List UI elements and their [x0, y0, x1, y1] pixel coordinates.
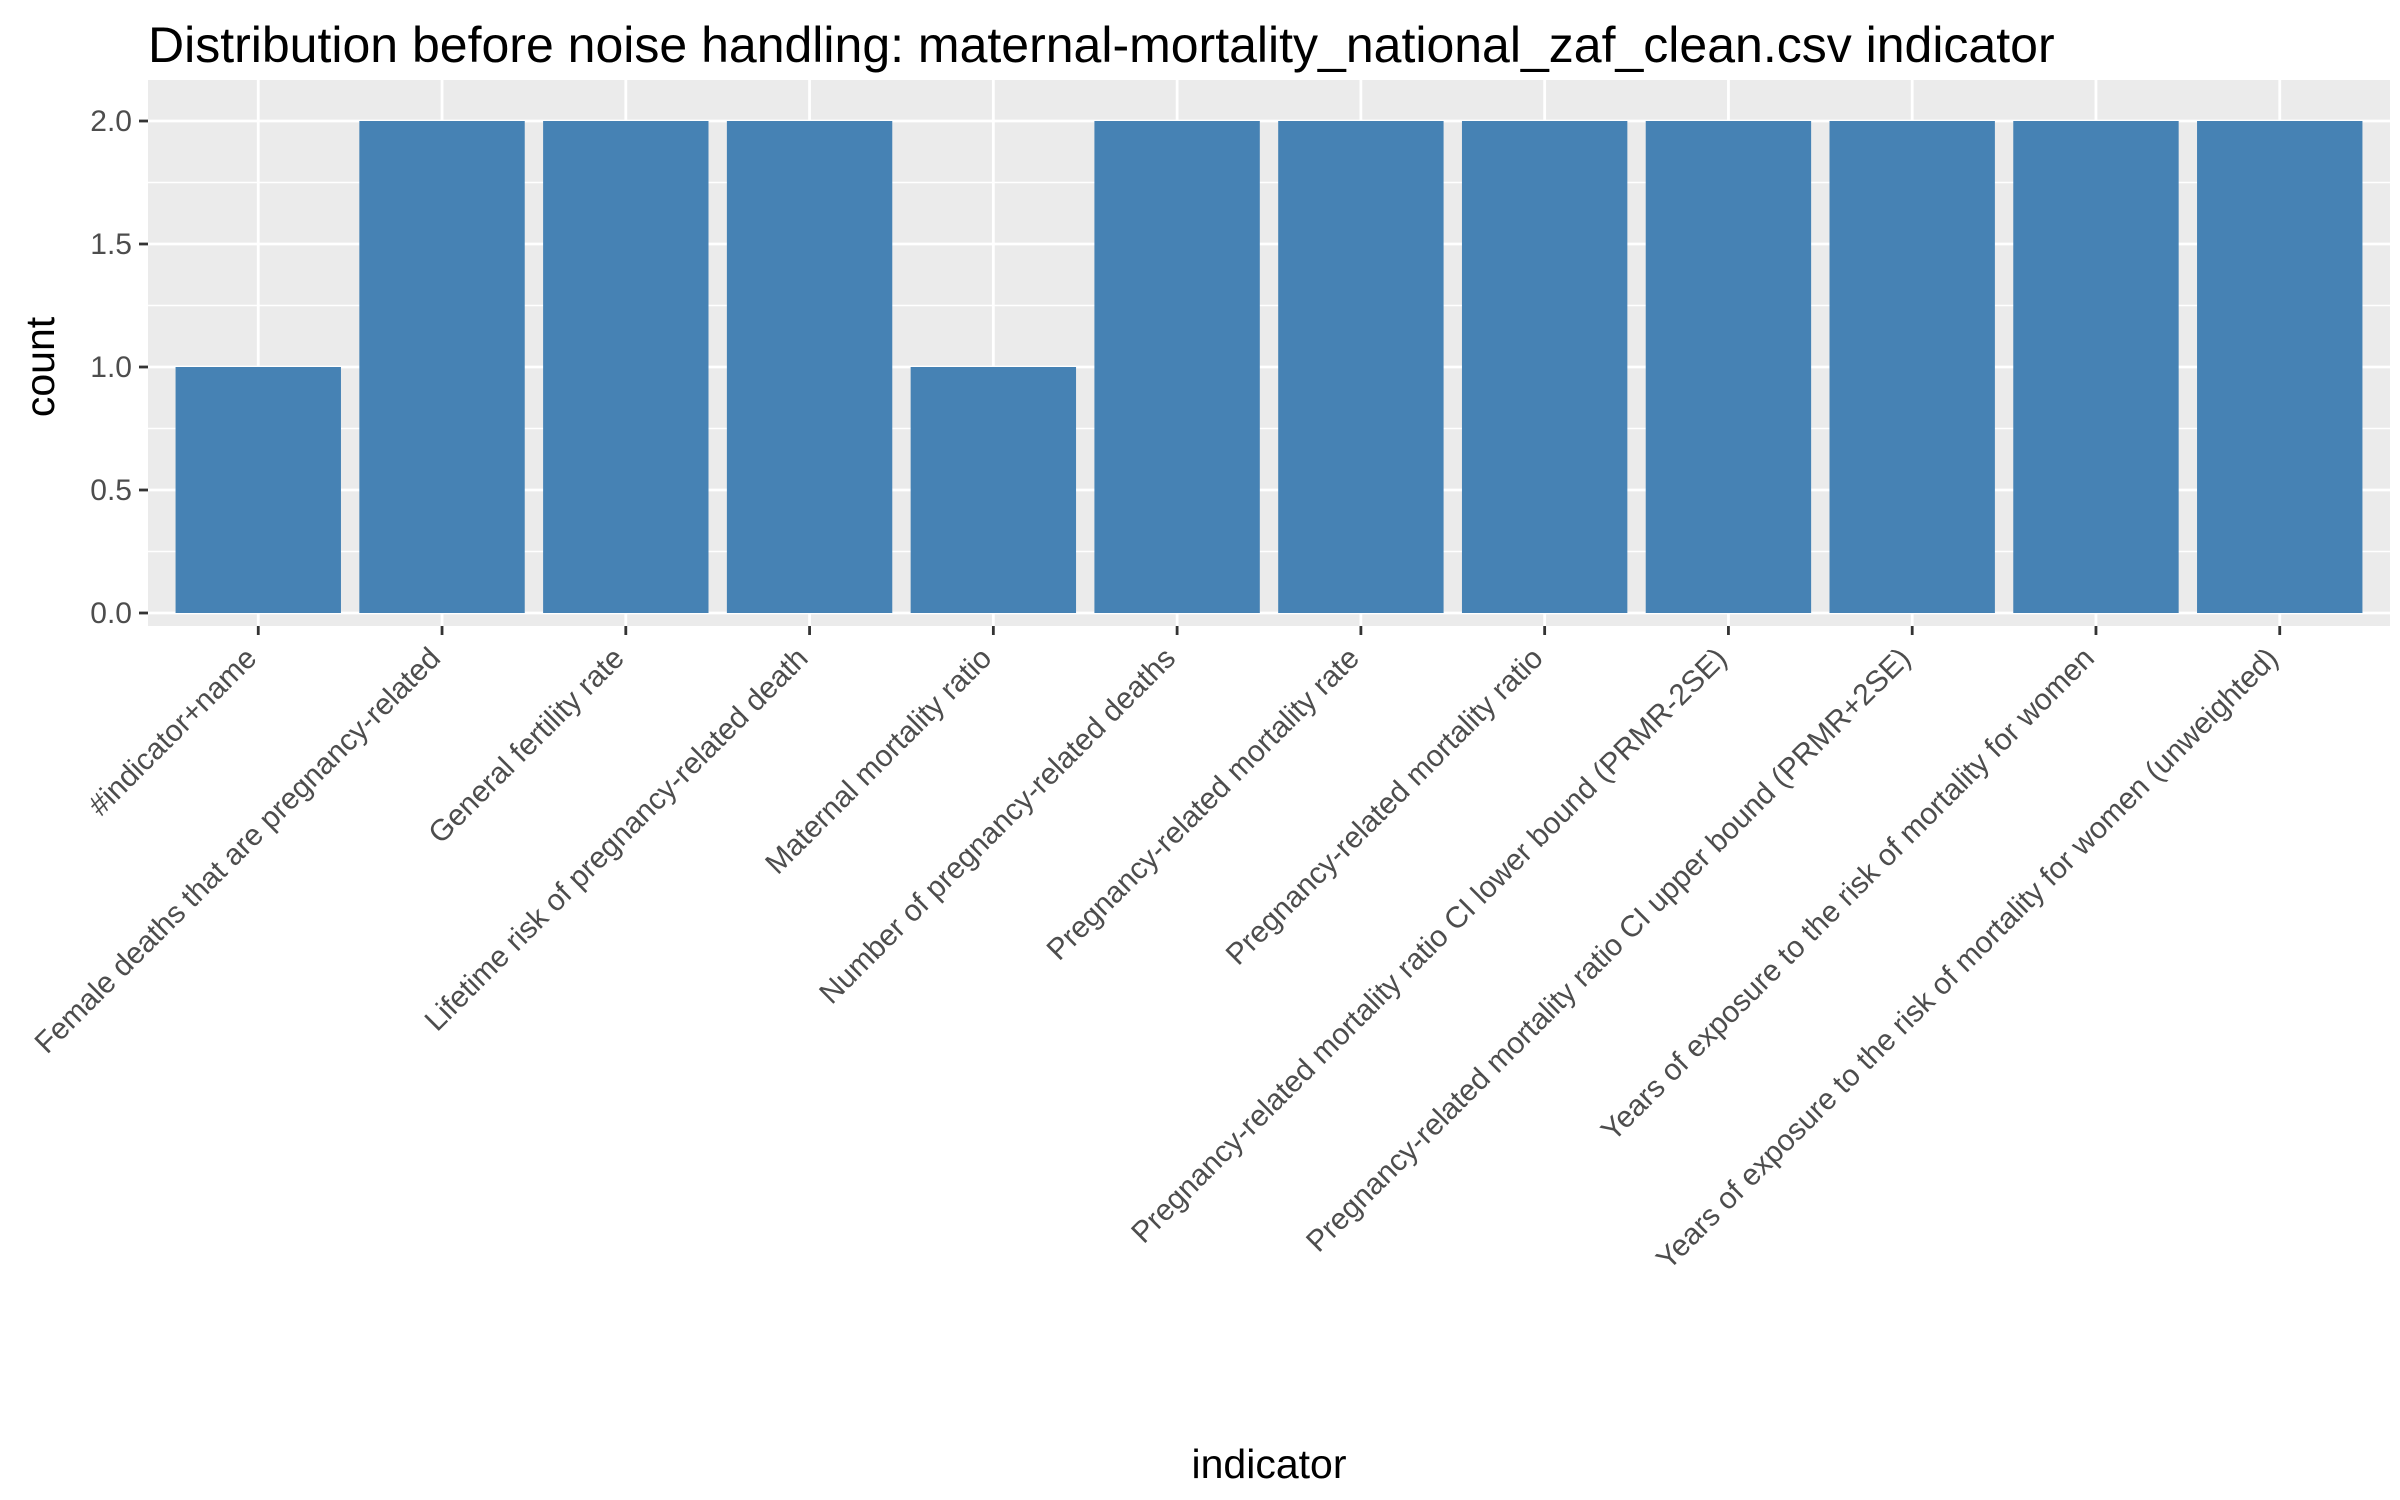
- bar: [1278, 121, 1444, 613]
- bar: [359, 121, 525, 613]
- y-tick-label: 0.5: [90, 474, 132, 507]
- x-tick-label: Years of exposure to the risk of mortali…: [1650, 642, 2284, 1276]
- bar: [1461, 121, 1628, 613]
- bar: [1094, 121, 1260, 613]
- chart-title: Distribution before noise handling: mate…: [148, 17, 2055, 73]
- bar: [175, 367, 341, 613]
- x-axis-title: indicator: [1192, 1441, 1347, 1487]
- y-tick-label: 2.0: [90, 105, 132, 138]
- bar: [1645, 121, 1812, 613]
- bar: [2197, 121, 2363, 613]
- x-tick-label: Lifetime risk of pregnancy-related death: [419, 642, 815, 1038]
- x-tick-label: Number of pregnancy-related deaths: [813, 642, 1182, 1011]
- y-axis-title: count: [17, 316, 63, 417]
- x-tick-label: Pregnancy-related mortality ratio CI low…: [1125, 642, 1733, 1250]
- bar: [910, 367, 1077, 613]
- bar: [726, 121, 893, 613]
- x-tick-label: Pregnancy-related mortality ratio CI upp…: [1300, 642, 1917, 1259]
- y-axis: 0.0 0.5 1.0 1.5 2.0: [90, 105, 148, 630]
- y-tick-label: 1.5: [90, 228, 132, 261]
- y-tick-label: 1.0: [90, 351, 132, 384]
- x-tick-label: Female deaths that are pregnancy-related: [29, 642, 447, 1060]
- bar: [2013, 121, 2179, 613]
- bar: [543, 121, 709, 613]
- x-tick-label: Pregnancy-related mortality rate: [1041, 642, 1366, 967]
- y-tick-label: 0.0: [90, 597, 132, 630]
- bars: [175, 121, 2363, 613]
- x-tick-label: General fertility rate: [422, 642, 630, 850]
- x-tick-label: #indicator+name: [82, 642, 263, 823]
- bar: [1829, 121, 1995, 613]
- x-tick-label: Pregnancy-related mortality ratio: [1220, 642, 1550, 972]
